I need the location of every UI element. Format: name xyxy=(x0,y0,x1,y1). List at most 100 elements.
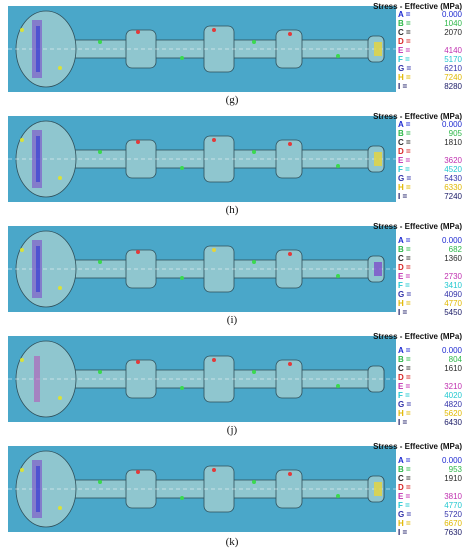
legend-entry: B = 682 xyxy=(398,245,462,254)
legend-value xyxy=(418,37,462,46)
panel-caption: (k) xyxy=(225,536,239,548)
legend-entry: A = 0.000 xyxy=(398,346,462,355)
panel-caption: (i) xyxy=(226,314,238,326)
legend-value: 1360 xyxy=(444,254,462,263)
legend-letter: D = xyxy=(398,147,411,156)
stress-legend: A = 0.000 B = 804 C = 1610 D = E = 3210 … xyxy=(398,346,462,427)
legend-entry: D = xyxy=(398,373,462,382)
legend-letter: H = xyxy=(398,183,411,192)
legend-value: 4770 xyxy=(444,299,462,308)
legend-entry: I = 7240 xyxy=(398,192,462,201)
legend-letter: B = xyxy=(398,245,411,254)
legend-letter: A = xyxy=(398,346,411,355)
legend-value xyxy=(418,373,462,382)
stress-legend: A = 0.000 B = 905 C = 1810 D = E = 3620 … xyxy=(398,120,462,201)
legend-letter: G = xyxy=(398,64,412,73)
legend-letter: G = xyxy=(398,174,412,183)
legend-letter: F = xyxy=(398,391,410,400)
legend-entry: F = 4020 xyxy=(398,391,462,400)
legend-entry: C = 2070 xyxy=(398,28,462,37)
crankshaft-model xyxy=(8,10,396,88)
legend-value: 7630 xyxy=(444,528,462,537)
crankshaft-model xyxy=(8,450,396,528)
legend-letter: F = xyxy=(398,281,410,290)
legend-value: 5170 xyxy=(444,55,462,64)
panel-caption: (h) xyxy=(225,204,239,216)
legend-letter: C = xyxy=(398,364,411,373)
legend-entry: D = xyxy=(398,147,462,156)
legend-value: 7240 xyxy=(444,73,462,82)
legend-value: 3810 xyxy=(444,492,462,501)
legend-value xyxy=(418,147,462,156)
legend-entry: I = 5450 xyxy=(398,308,462,317)
legend-value: 6670 xyxy=(444,519,462,528)
legend-letter: G = xyxy=(398,400,412,409)
legend-letter: E = xyxy=(398,156,411,165)
legend-entry: C = 1910 xyxy=(398,474,462,483)
legend-entry: F = 5170 xyxy=(398,55,462,64)
legend-letter: B = xyxy=(398,19,411,28)
legend-value: 7240 xyxy=(444,192,462,201)
legend-entry: F = 4770 xyxy=(398,501,462,510)
legend-letter: A = xyxy=(398,10,411,19)
crankshaft-model xyxy=(8,120,396,198)
legend-value: 0.000 xyxy=(441,236,462,245)
stress-contour-plot xyxy=(8,446,396,532)
legend-entry: F = 3410 xyxy=(398,281,462,290)
legend-letter: C = xyxy=(398,28,411,37)
stress-legend: A = 0.000 B = 682 C = 1360 D = E = 2730 … xyxy=(398,236,462,317)
panel-header: Stress - Effective (MPa) xyxy=(373,442,462,451)
legend-letter: E = xyxy=(398,382,411,391)
legend-letter: F = xyxy=(398,55,410,64)
shaft-geometry xyxy=(8,230,396,308)
legend-letter: H = xyxy=(398,409,411,418)
legend-value: 5430 xyxy=(444,174,462,183)
legend-entry: D = xyxy=(398,263,462,272)
legend-value: 3620 xyxy=(444,156,462,165)
legend-entry: H = 4770 xyxy=(398,299,462,308)
legend-letter: D = xyxy=(398,37,411,46)
legend-entry: E = 3620 xyxy=(398,156,462,165)
legend-entry: B = 804 xyxy=(398,355,462,364)
legend-entry: I = 6430 xyxy=(398,418,462,427)
legend-entry: G = 5430 xyxy=(398,174,462,183)
legend-letter: I = xyxy=(398,192,408,201)
legend-value: 4020 xyxy=(444,391,462,400)
legend-letter: A = xyxy=(398,120,411,129)
legend-value: 6330 xyxy=(444,183,462,192)
legend-entry: B = 953 xyxy=(398,465,462,474)
legend-letter: A = xyxy=(398,236,411,245)
panel-header: Stress - Effective (MPa) xyxy=(373,2,462,11)
legend-letter: H = xyxy=(398,519,411,528)
legend-letter: H = xyxy=(398,73,411,82)
legend-value: 6430 xyxy=(444,418,462,427)
legend-letter: A = xyxy=(398,456,411,465)
legend-entry: C = 1360 xyxy=(398,254,462,263)
legend-value: 1610 xyxy=(444,364,462,373)
legend-entry: G = 4820 xyxy=(398,400,462,409)
legend-entry: H = 5620 xyxy=(398,409,462,418)
legend-entry: G = 6210 xyxy=(398,64,462,73)
legend-letter: B = xyxy=(398,465,411,474)
legend-letter: F = xyxy=(398,165,410,174)
legend-value: 0.000 xyxy=(441,10,462,19)
legend-letter: C = xyxy=(398,254,411,263)
legend-letter: H = xyxy=(398,299,411,308)
legend-letter: G = xyxy=(398,510,412,519)
legend-letter: D = xyxy=(398,483,411,492)
shaft-geometry xyxy=(8,120,396,198)
legend-letter: F = xyxy=(398,501,410,510)
result-panel-g: Stress - Effective (MPa) A = 0.000 B = 1… xyxy=(0,0,464,110)
legend-entry: A = 0.000 xyxy=(398,456,462,465)
legend-value: 4140 xyxy=(444,46,462,55)
crankshaft-model xyxy=(8,340,396,418)
legend-entry: E = 2730 xyxy=(398,272,462,281)
stress-legend: A = 0.000 B = 1040 C = 2070 D = E = 4140… xyxy=(398,10,462,91)
legend-entry: I = 8280 xyxy=(398,82,462,91)
result-panel-i: Stress - Effective (MPa) A = 0.000 B = 6… xyxy=(0,220,464,330)
panel-header: Stress - Effective (MPa) xyxy=(373,222,462,231)
legend-value: 3410 xyxy=(444,281,462,290)
legend-value: 682 xyxy=(448,245,462,254)
legend-value: 8280 xyxy=(444,82,462,91)
legend-letter: I = xyxy=(398,308,408,317)
